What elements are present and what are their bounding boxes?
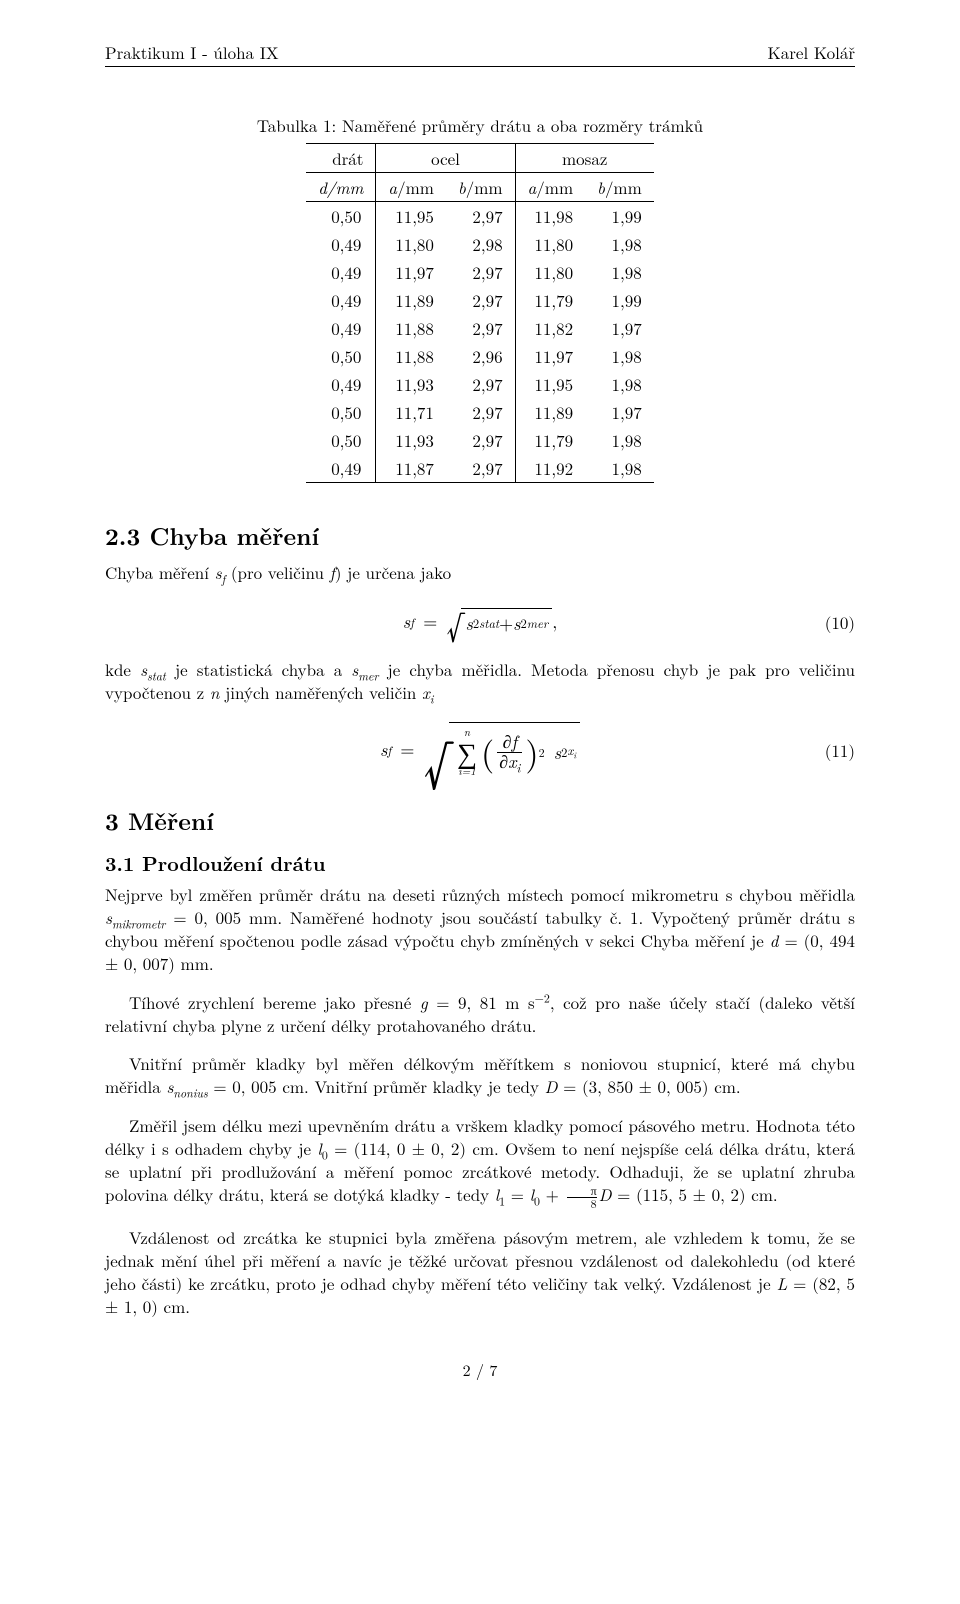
table-cell: 11,79 (515, 286, 585, 314)
table-cell: 1,99 (585, 202, 654, 231)
table-cell: 2,97 (446, 398, 515, 426)
table-cell: 11,98 (515, 202, 585, 231)
data-table: drát ocel mosaz d/mm a/mm b/mm a/mm b/mm… (306, 143, 654, 483)
table-cell: 2,97 (446, 370, 515, 398)
table-cell: 11,80 (376, 230, 446, 258)
header-left: Praktikum I - úloha IX (105, 40, 279, 64)
sec23-p2: kde sstat je statistická chyba a smer je… (105, 658, 855, 704)
sec3-p3: Vnitřní průměr kladky byl měřen délkovým… (105, 1052, 855, 1098)
table-cell: 0,49 (306, 258, 376, 286)
table-cell: 0,49 (306, 454, 376, 483)
table-cell: 11,92 (515, 454, 585, 483)
t: (pro veličinu (225, 560, 329, 584)
table-cell: 1,98 (585, 230, 654, 258)
table-cell: 11,88 (376, 314, 446, 342)
table-cell: 1,98 (585, 426, 654, 454)
equation-10: sf = √s2stat + s2mer, (10) (105, 600, 855, 644)
table-cell: 2,97 (446, 286, 515, 314)
eq-num-11: (11) (825, 738, 855, 762)
table-cell: 11,93 (376, 426, 446, 454)
table-caption: Tabulka 1: Naměřené průměry drátu a oba … (105, 113, 855, 137)
table-cell: 2,97 (446, 202, 515, 231)
th-group-drat: drát (306, 144, 376, 173)
table-cell: 0,50 (306, 426, 376, 454)
th-unit-b2: b/mm (585, 173, 654, 202)
table-cell: 0,50 (306, 342, 376, 370)
table-cell: 11,82 (515, 314, 585, 342)
table-cell: 0,50 (306, 202, 376, 231)
th-unit-d: d/mm (306, 173, 376, 202)
running-header: Praktikum I - úloha IX Karel Kolář (105, 40, 855, 67)
table-cell: 11,95 (376, 202, 446, 231)
section-2-3-heading: 2.3 Chyba měření (105, 519, 855, 553)
table-cell: 2,96 (446, 342, 515, 370)
table-cell: 1,98 (585, 370, 654, 398)
table-cell: 2,97 (446, 258, 515, 286)
t: Chyba měření (105, 560, 215, 584)
th-group-ocel: ocel (376, 144, 515, 173)
table-cell: 11,87 (376, 454, 446, 483)
table-cell: 2,97 (446, 426, 515, 454)
table-cell: 2,97 (446, 454, 515, 483)
table-cell: 11,93 (376, 370, 446, 398)
sec3-p2: Tíhové zrychlení bereme jako přesné g = … (105, 991, 855, 1037)
sec3-p5: Vzdálenost od zrcátka ke stupnici byla z… (105, 1226, 855, 1318)
sec3-p4: Změřil jsem délku mezi upevněním drátu a… (105, 1114, 855, 1210)
table-cell: 2,98 (446, 230, 515, 258)
page-number: 2 / 7 (105, 1358, 855, 1381)
table-cell: 1,99 (585, 286, 654, 314)
page: Praktikum I - úloha IX Karel Kolář Tabul… (0, 0, 960, 1421)
table-cell: 0,49 (306, 370, 376, 398)
table-cell: 11,79 (515, 426, 585, 454)
table-cell: 11,97 (515, 342, 585, 370)
t: jiných naměřených veličin (219, 680, 422, 704)
sec3-p1: Nejprve byl změřen průměr drátu na deset… (105, 883, 855, 975)
table-cell: 1,97 (585, 398, 654, 426)
t: kde (105, 657, 140, 681)
table-cell: 11,71 (376, 398, 446, 426)
table-cell: 1,98 (585, 454, 654, 483)
table-cell: 11,89 (515, 398, 585, 426)
section-3-1-heading: 3.1 Prodloužení drátu (105, 848, 855, 877)
th-unit-a1: a/mm (376, 173, 446, 202)
table-cell: 0,49 (306, 314, 376, 342)
t: ) je určena jako (335, 560, 451, 584)
table-cell: 11,89 (376, 286, 446, 314)
table-cell: 11,80 (515, 230, 585, 258)
table-cell: 11,97 (376, 258, 446, 286)
header-right: Karel Kolář (768, 40, 855, 64)
section-3-heading: 3 Měření (105, 804, 855, 838)
sec23-p1: Chyba měření sf (pro veličinu f) je urče… (105, 561, 855, 584)
table-cell: 0,49 (306, 230, 376, 258)
eq-num-10: (10) (825, 610, 855, 634)
table-cell: 2,97 (446, 314, 515, 342)
table-cell: 1,98 (585, 342, 654, 370)
table-cell: 1,98 (585, 258, 654, 286)
table-cell: 0,49 (306, 286, 376, 314)
table-cell: 1,97 (585, 314, 654, 342)
table-cell: 11,80 (515, 258, 585, 286)
table-cell: 0,50 (306, 398, 376, 426)
th-unit-a2: a/mm (515, 173, 585, 202)
equation-11: sf = √ n∑i=1 ( ∂f∂xi )2 s2xi (11) (105, 720, 855, 780)
t: je statistická chyba a (166, 657, 351, 681)
table-cell: 11,88 (376, 342, 446, 370)
t: Tíhové zrychlení bereme jako přesné (129, 990, 420, 1014)
th-group-mosaz: mosaz (515, 144, 654, 173)
th-unit-b1: b/mm (446, 173, 515, 202)
table-cell: 11,95 (515, 370, 585, 398)
